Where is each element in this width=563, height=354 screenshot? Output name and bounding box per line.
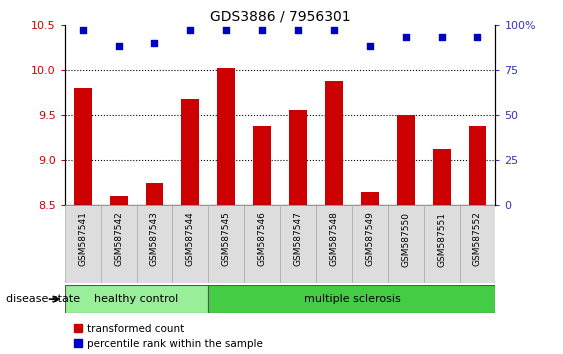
Point [401,35,410,40]
Text: disease state: disease state [6,294,80,304]
Legend: transformed count, percentile rank within the sample: transformed count, percentile rank withi… [70,320,267,353]
Point [329,27,338,33]
Text: GSM587551: GSM587551 [437,212,446,267]
Text: GSM587549: GSM587549 [365,212,374,267]
Bar [253,126,271,205]
Title: GDS3886 / 7956301: GDS3886 / 7956301 [210,10,350,24]
Bar [325,81,343,205]
Text: GSM587542: GSM587542 [114,212,123,266]
Text: GSM587552: GSM587552 [473,212,482,267]
Bar [208,285,495,313]
Point [473,35,482,40]
Point [365,44,374,49]
Point [78,27,87,33]
Bar [172,205,208,283]
Bar [74,88,92,205]
Point [150,40,159,46]
Bar [208,205,244,283]
Bar [361,192,379,205]
Point [437,35,446,40]
Bar [181,99,199,205]
Bar [280,205,316,283]
Bar [388,205,424,283]
Bar [137,205,172,283]
Bar [424,205,459,283]
Text: GSM587543: GSM587543 [150,212,159,267]
Bar [101,205,137,283]
Text: GSM587546: GSM587546 [258,212,267,267]
Text: multiple sclerosis: multiple sclerosis [303,294,400,304]
Bar [397,115,415,205]
Bar [432,149,450,205]
Point [114,44,123,49]
Bar [468,126,486,205]
Bar [459,205,495,283]
Point [222,27,231,33]
Text: GSM587548: GSM587548 [329,212,338,267]
Bar [289,110,307,205]
Bar [217,68,235,205]
Point [186,27,195,33]
Text: GSM587541: GSM587541 [78,212,87,267]
Bar [65,205,101,283]
Text: GSM587550: GSM587550 [401,212,410,267]
Point [293,27,302,33]
Point [258,27,267,33]
Text: healthy control: healthy control [95,294,178,304]
Bar [352,205,388,283]
Text: GSM587545: GSM587545 [222,212,231,267]
Bar [244,205,280,283]
Bar [110,196,128,205]
Bar [65,285,208,313]
Text: GSM587547: GSM587547 [293,212,302,267]
Bar [316,205,352,283]
Text: GSM587544: GSM587544 [186,212,195,266]
Bar [145,183,163,205]
